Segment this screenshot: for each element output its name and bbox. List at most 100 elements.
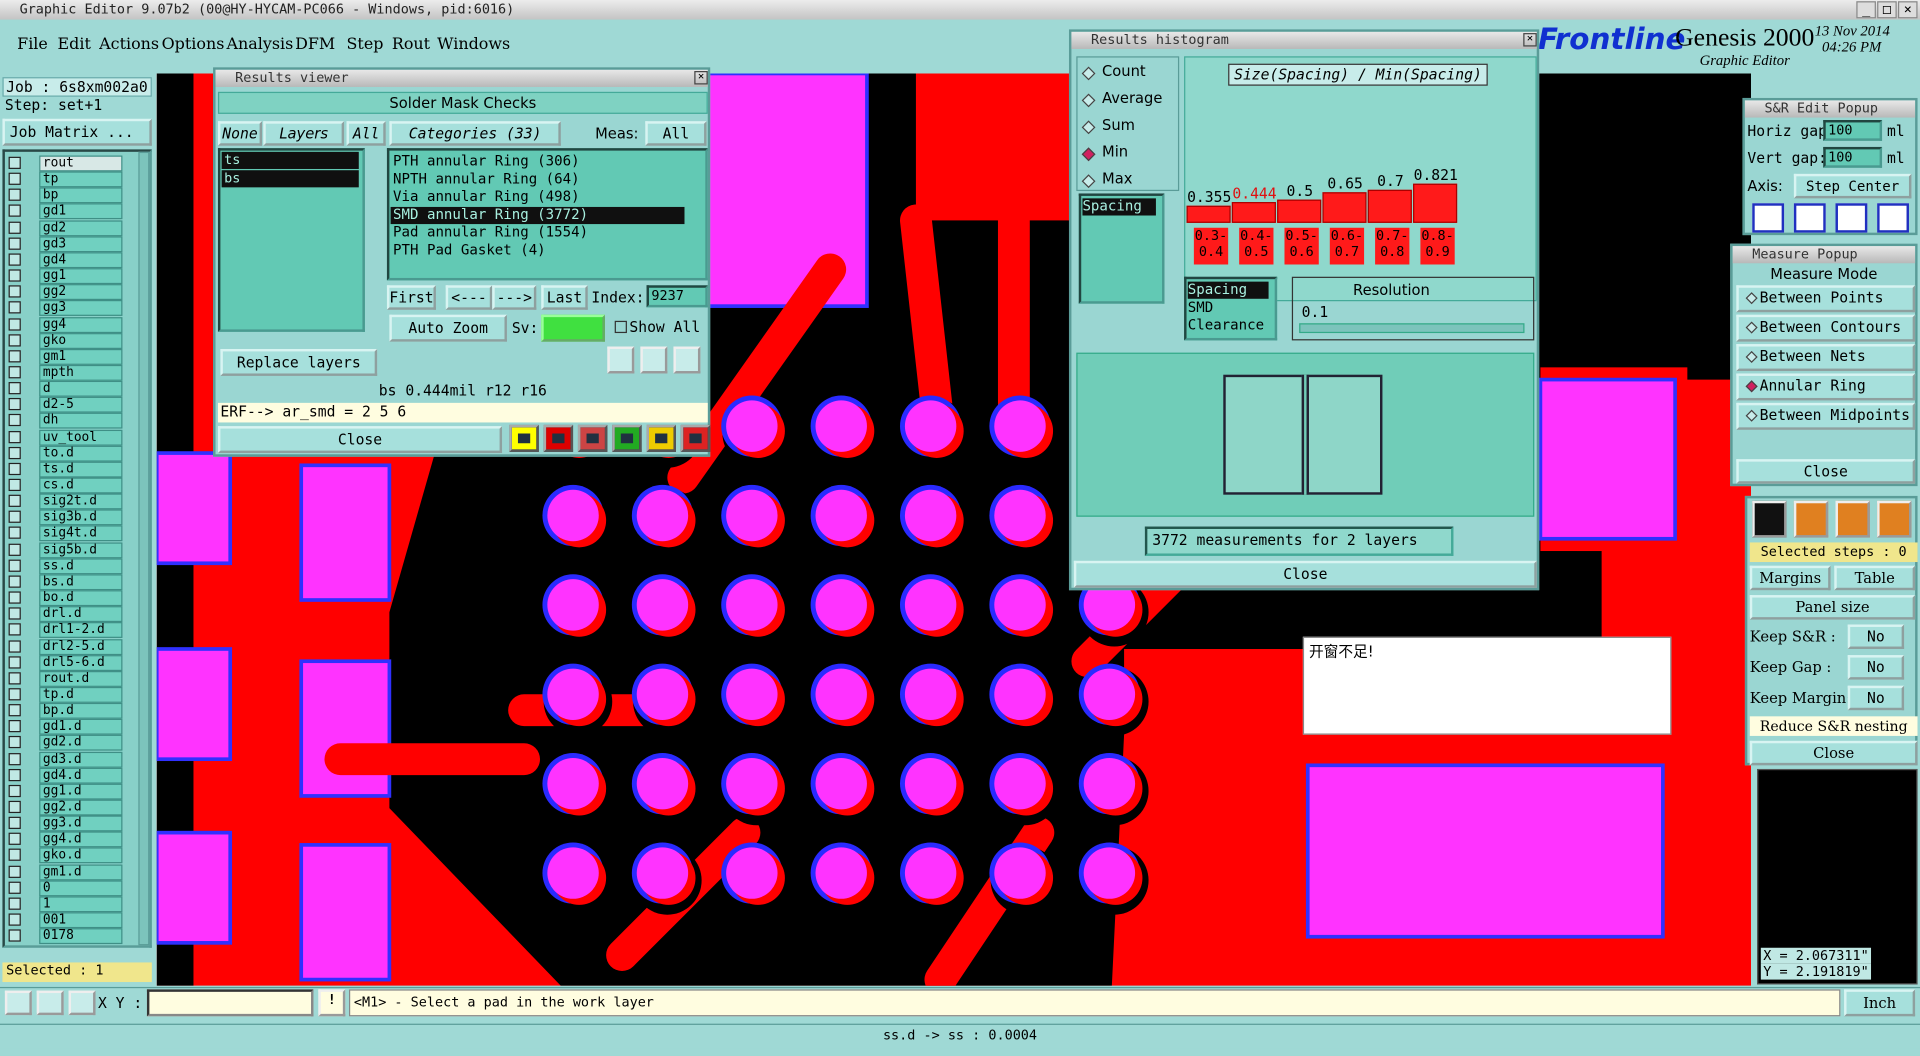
- layer-name[interactable]: rout: [39, 155, 123, 172]
- nav-button[interactable]: First: [386, 285, 436, 310]
- window-control[interactable]: _: [1856, 1, 1876, 19]
- replace-layers-button[interactable]: Replace layers: [220, 348, 378, 376]
- layer-name[interactable]: gg4.d: [39, 831, 123, 848]
- layer-name[interactable]: bp.d: [39, 702, 123, 719]
- layer-checkbox[interactable]: [8, 398, 21, 411]
- layer-checkbox[interactable]: [8, 349, 21, 363]
- layer-checkbox[interactable]: [8, 704, 21, 717]
- mode-option[interactable]: [1736, 285, 1916, 313]
- layer-name[interactable]: gd1.d: [39, 719, 123, 736]
- layer-checkbox[interactable]: [8, 510, 21, 524]
- layer-checkbox[interactable]: [8, 156, 21, 169]
- margins-button[interactable]: Margins: [1749, 565, 1831, 591]
- close-x[interactable]: ×: [694, 71, 708, 85]
- layout-icon[interactable]: [1877, 203, 1909, 233]
- layer-checkbox[interactable]: [8, 833, 21, 846]
- layer-checkbox[interactable]: [8, 639, 21, 653]
- layer-name[interactable]: mpth: [39, 364, 123, 381]
- tool-icon[interactable]: [1793, 500, 1829, 538]
- layer-checkbox[interactable]: [8, 221, 21, 234]
- layer-name[interactable]: bp: [39, 187, 123, 204]
- layer-name[interactable]: sig4t.d: [39, 525, 123, 542]
- layer-checkbox[interactable]: [8, 494, 21, 508]
- layer-checkbox[interactable]: [8, 929, 21, 942]
- sv-option[interactable]: [541, 314, 605, 342]
- metric-item[interactable]: Spacing: [1082, 198, 1156, 216]
- horiz-field[interactable]: 100: [1823, 120, 1883, 141]
- layer-checkbox[interactable]: [8, 736, 21, 749]
- layer-name[interactable]: gd4.d: [39, 767, 123, 784]
- close-button[interactable]: Close: [217, 426, 503, 454]
- layer-checkbox[interactable]: [8, 301, 21, 314]
- layer-checkbox[interactable]: [8, 800, 21, 814]
- tool-icon[interactable]: [612, 424, 642, 452]
- layer-checkbox[interactable]: [8, 865, 21, 878]
- tool-icon[interactable]: [68, 990, 96, 1016]
- layer-name[interactable]: gd1: [39, 203, 123, 220]
- layer-name[interactable]: gg2: [39, 284, 123, 301]
- layer-name[interactable]: gg2.d: [39, 799, 123, 816]
- layer-item[interactable]: bs: [221, 170, 359, 188]
- tool-icon[interactable]: [1835, 500, 1870, 538]
- xy-field[interactable]: [146, 989, 314, 1017]
- layer-name[interactable]: dh: [39, 413, 123, 430]
- tool-icon[interactable]: [4, 990, 32, 1016]
- metric-item[interactable]: SMD: [1187, 298, 1214, 316]
- histogram-bar[interactable]: [1367, 189, 1412, 223]
- table-button[interactable]: Table: [1834, 565, 1916, 591]
- tool-icon[interactable]: [680, 424, 711, 452]
- nav-button[interactable]: <---: [445, 285, 493, 310]
- layer-checkbox[interactable]: [8, 881, 21, 894]
- layer-name[interactable]: gg1: [39, 268, 123, 285]
- layer-item[interactable]: ts: [221, 151, 359, 169]
- keep-option[interactable]: No: [1847, 685, 1905, 711]
- option-label[interactable]: Sum: [1102, 116, 1136, 134]
- layer-checkbox[interactable]: [8, 720, 21, 733]
- index-field[interactable]: 9237: [646, 285, 708, 308]
- category-item[interactable]: SMD annular Ring (3772): [390, 206, 685, 224]
- categories-button[interactable]: Categories (33): [389, 121, 561, 146]
- menu-item[interactable]: Actions: [99, 35, 160, 54]
- tool-icon[interactable]: [1877, 500, 1912, 538]
- layer-checkbox[interactable]: [8, 253, 21, 266]
- layer-name[interactable]: gg3: [39, 300, 123, 317]
- layer-name[interactable]: drl1-2.d: [39, 622, 123, 639]
- close-button[interactable]: Close: [1736, 459, 1916, 484]
- menu-item[interactable]: Step: [346, 35, 384, 54]
- layer-name[interactable]: gm1: [39, 348, 123, 365]
- layer-checkbox[interactable]: [8, 317, 21, 331]
- layer-checkbox[interactable]: [8, 366, 21, 379]
- axis-option[interactable]: Step Center: [1793, 173, 1912, 199]
- mode-option[interactable]: [1736, 314, 1916, 342]
- category-item[interactable]: PTH Pad Gasket (4): [393, 241, 546, 259]
- tool-icon[interactable]: [1752, 500, 1787, 538]
- tool-icon[interactable]: [543, 424, 574, 452]
- slider[interactable]: [1299, 323, 1525, 334]
- layer-checkbox[interactable]: [8, 575, 21, 588]
- layer-name[interactable]: 001: [39, 912, 123, 929]
- layer-filter-button[interactable]: None: [217, 121, 263, 146]
- layer-name[interactable]: rout.d: [39, 670, 123, 687]
- layer-checkbox[interactable]: [8, 913, 21, 926]
- units-option[interactable]: Inch: [1844, 989, 1916, 1017]
- layer-name[interactable]: sig3b.d: [39, 509, 123, 526]
- layer-name[interactable]: cs.d: [39, 477, 123, 494]
- layer-name[interactable]: ts.d: [39, 461, 123, 478]
- job-matrix-button[interactable]: Job Matrix ...: [2, 118, 152, 146]
- close-x[interactable]: ×: [1523, 33, 1537, 47]
- mode-option[interactable]: [1736, 344, 1916, 372]
- layout-icon[interactable]: [1835, 203, 1868, 233]
- layer-filter-button[interactable]: Layers: [263, 121, 345, 146]
- tool-icon[interactable]: [673, 346, 701, 374]
- layer-name[interactable]: drl.d: [39, 606, 123, 623]
- category-item[interactable]: NPTH annular Ring (64): [393, 169, 580, 187]
- option-label[interactable]: Average: [1102, 89, 1163, 107]
- layer-filter-button[interactable]: All: [346, 121, 386, 146]
- layer-checkbox[interactable]: [8, 784, 21, 797]
- menu-item[interactable]: DFM: [295, 35, 336, 54]
- layer-checkbox[interactable]: [8, 205, 21, 218]
- layer-checkbox[interactable]: [8, 655, 21, 669]
- layer-name[interactable]: gd2.d: [39, 735, 123, 752]
- layer-checkbox[interactable]: [8, 414, 21, 427]
- tool-icon[interactable]: [640, 346, 668, 374]
